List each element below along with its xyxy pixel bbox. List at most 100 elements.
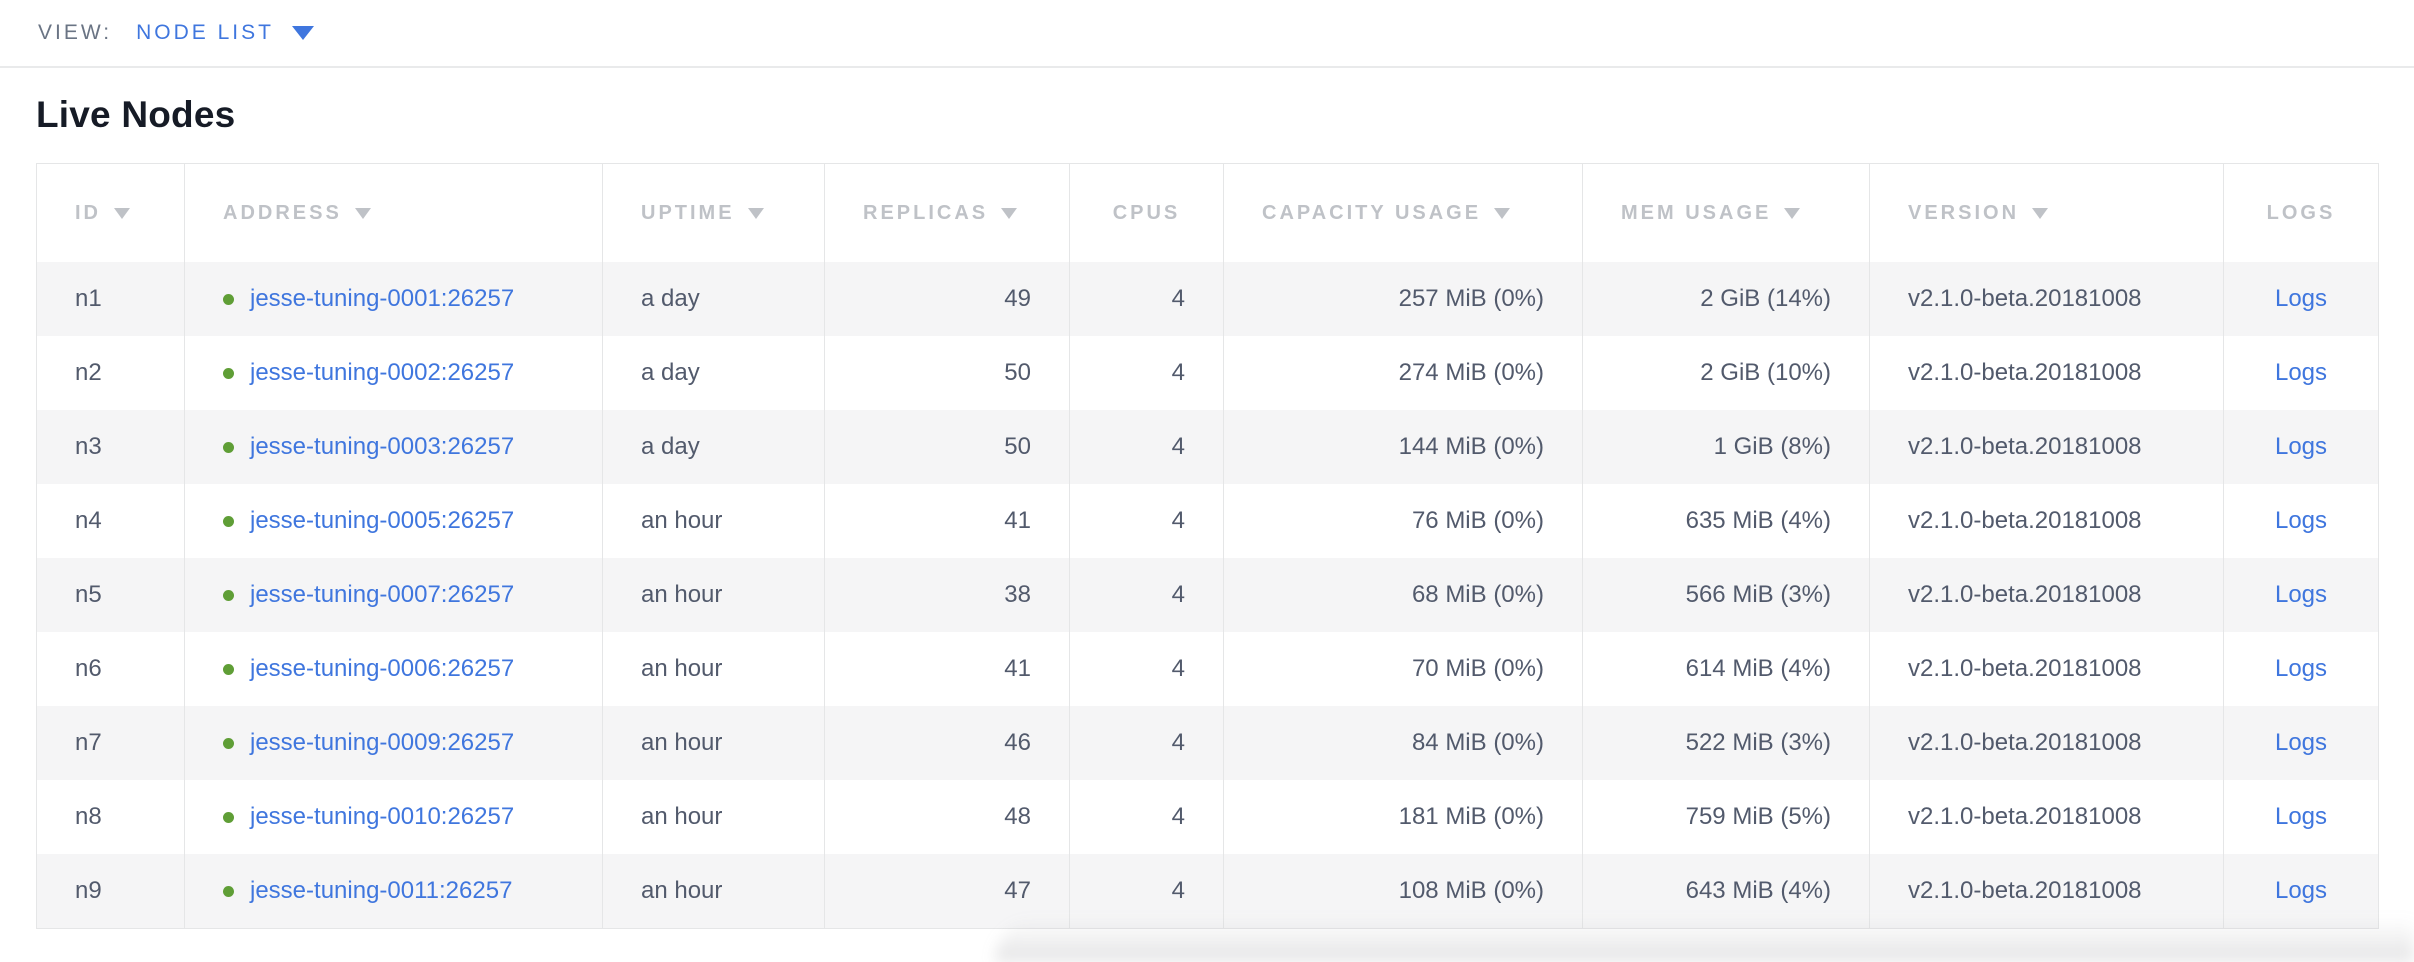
uptime-cell: an hour bbox=[602, 854, 825, 929]
id-cell: n7 bbox=[75, 729, 102, 756]
view-selector-dropdown[interactable]: NODE LIST bbox=[136, 21, 314, 45]
id-cell: n1 bbox=[75, 285, 102, 312]
logs-link[interactable]: Logs bbox=[2274, 359, 2328, 386]
address-link[interactable]: jesse-tuning-0009:26257 bbox=[250, 729, 515, 756]
replicas-cell: 38 bbox=[824, 558, 1070, 632]
sort-caret-icon bbox=[354, 207, 371, 219]
address-link[interactable]: jesse-tuning-0007:26257 bbox=[250, 581, 515, 608]
node-status-icon bbox=[223, 442, 234, 453]
replicas-cell: 41 bbox=[824, 632, 1070, 706]
capacity-cell: 76 MiB (0%) bbox=[1223, 484, 1583, 558]
address-link[interactable]: jesse-tuning-0001:26257 bbox=[250, 285, 515, 312]
mem-cell: 566 MiB (3%) bbox=[1582, 558, 1870, 632]
address-cell: jesse-tuning-0002:26257 bbox=[184, 336, 603, 410]
logs-link[interactable]: Logs bbox=[2274, 507, 2328, 534]
logs-cell: Logs bbox=[2223, 632, 2379, 706]
column-header-version[interactable]: VERSION bbox=[1869, 163, 2224, 262]
capacity-cell: 84 MiB (0%) bbox=[1223, 706, 1583, 780]
id-cell: n3 bbox=[75, 433, 102, 460]
logs-cell: Logs bbox=[2223, 780, 2379, 854]
column-header-capacity[interactable]: CAPACITY USAGE bbox=[1223, 163, 1583, 262]
cpus-cell: 4 bbox=[1069, 706, 1224, 780]
version-cell: v2.1.0-beta.20181008 bbox=[1869, 336, 2224, 410]
mem-cell: 1 GiB (8%) bbox=[1582, 410, 1870, 484]
logs-link[interactable]: Logs bbox=[2274, 655, 2328, 682]
cpus-cell: 4 bbox=[1069, 410, 1224, 484]
table-row: n4 jesse-tuning-0005:26257 an hour 41 4 76 Mi… bbox=[37, 484, 2379, 558]
capacity-cell: 274 MiB (0%) bbox=[1223, 336, 1583, 410]
mem-cell: 759 MiB (5%) bbox=[1582, 780, 1870, 854]
node-status-icon bbox=[223, 812, 234, 823]
column-label: UPTIME bbox=[641, 201, 735, 224]
address-link[interactable]: jesse-tuning-0005:26257 bbox=[250, 507, 515, 534]
capacity-cell: 144 MiB (0%) bbox=[1223, 410, 1583, 484]
uptime-cell: a day bbox=[602, 262, 825, 336]
logs-link[interactable]: Logs bbox=[2274, 877, 2328, 904]
table-row: n3 jesse-tuning-0003:26257 a day 50 4 144 MiB… bbox=[36, 410, 2379, 484]
logs-link[interactable]: Logs bbox=[2274, 729, 2328, 756]
address-link[interactable]: jesse-tuning-0006:26257 bbox=[250, 655, 515, 682]
column-label: MEM USAGE bbox=[1621, 201, 1772, 224]
table-row: n6 jesse-tuning-0006:26257 an hour 41 4 70 Mi… bbox=[37, 632, 2379, 706]
node-status-icon bbox=[223, 294, 234, 305]
page-title: Live Nodes bbox=[36, 94, 236, 135]
id-cell: n9 bbox=[75, 877, 102, 904]
node-status-icon bbox=[223, 368, 234, 379]
mem-cell: 2 GiB (14%) bbox=[1582, 262, 1870, 336]
version-cell: v2.1.0-beta.20181008 bbox=[1869, 632, 2224, 706]
id-cell: n2 bbox=[75, 359, 102, 386]
logs-cell: Logs bbox=[2223, 854, 2379, 929]
address-link[interactable]: jesse-tuning-0002:26257 bbox=[250, 359, 515, 386]
table-header: ID ADDRESS UPTIME REPLICAS CPUS CAPACITY USAG… bbox=[36, 163, 2379, 262]
table-row: n7 jesse-tuning-0009:26257 an hour 46 4 84 Mi… bbox=[36, 706, 2379, 780]
column-label: ADDRESS bbox=[223, 201, 342, 224]
replicas-cell: 41 bbox=[824, 484, 1070, 558]
uptime-cell: a day bbox=[602, 410, 825, 484]
column-header-uptime[interactable]: UPTIME bbox=[602, 163, 825, 262]
capacity-cell: 108 MiB (0%) bbox=[1223, 854, 1583, 929]
uptime-cell: a day bbox=[602, 336, 825, 410]
capacity-cell: 181 MiB (0%) bbox=[1223, 780, 1583, 854]
uptime-cell: an hour bbox=[602, 632, 825, 706]
column-header-logs: LOGS bbox=[2223, 163, 2379, 262]
column-label: ID bbox=[75, 201, 101, 224]
address-link[interactable]: jesse-tuning-0003:26257 bbox=[250, 433, 515, 460]
version-cell: v2.1.0-beta.20181008 bbox=[1869, 706, 2224, 780]
node-status-icon bbox=[223, 590, 234, 601]
cpus-cell: 4 bbox=[1069, 558, 1224, 632]
replicas-cell: 49 bbox=[824, 262, 1070, 336]
column-header-mem[interactable]: MEM USAGE bbox=[1582, 163, 1870, 262]
table-row: n2 jesse-tuning-0002:26257 a day 50 4 274 MiB… bbox=[37, 336, 2379, 410]
uptime-cell: an hour bbox=[602, 780, 825, 854]
logs-link[interactable]: Logs bbox=[2274, 285, 2328, 312]
table-row: n5 jesse-tuning-0007:26257 an hour 38 4 68 Mi… bbox=[36, 558, 2379, 632]
table-row: n1 jesse-tuning-0001:26257 a day 49 4 257 MiB… bbox=[36, 262, 2379, 336]
column-label: CAPACITY USAGE bbox=[1262, 201, 1482, 224]
view-bar: VIEW: NODE LIST bbox=[0, 0, 2414, 68]
sort-caret-icon bbox=[114, 207, 130, 219]
column-header-replicas[interactable]: REPLICAS bbox=[824, 163, 1070, 262]
address-link[interactable]: jesse-tuning-0011:26257 bbox=[250, 877, 513, 904]
column-label: CPUS bbox=[1112, 201, 1181, 224]
logs-link[interactable]: Logs bbox=[2274, 581, 2328, 608]
uptime-cell: an hour bbox=[602, 706, 825, 780]
address-cell: jesse-tuning-0010:26257 bbox=[184, 780, 603, 854]
column-header-id[interactable]: ID bbox=[36, 163, 185, 262]
capacity-cell: 70 MiB (0%) bbox=[1223, 632, 1583, 706]
version-cell: v2.1.0-beta.20181008 bbox=[1869, 558, 2224, 632]
id-cell: n6 bbox=[75, 655, 102, 682]
node-status-icon bbox=[223, 886, 234, 897]
node-status-icon bbox=[223, 738, 234, 749]
cpus-cell: 4 bbox=[1069, 632, 1224, 706]
column-header-address[interactable]: ADDRESS bbox=[184, 163, 603, 262]
version-cell: v2.1.0-beta.20181008 bbox=[1869, 410, 2224, 484]
logs-link[interactable]: Logs bbox=[2274, 433, 2328, 460]
mem-cell: 635 MiB (4%) bbox=[1582, 484, 1870, 558]
logs-link[interactable]: Logs bbox=[2274, 803, 2328, 830]
node-status-icon bbox=[223, 516, 234, 527]
logs-cell: Logs bbox=[2223, 262, 2379, 336]
cpus-cell: 4 bbox=[1069, 854, 1224, 929]
mem-cell: 2 GiB (10%) bbox=[1582, 336, 1870, 410]
address-link[interactable]: jesse-tuning-0010:26257 bbox=[250, 803, 515, 830]
id-cell: n8 bbox=[75, 803, 102, 830]
